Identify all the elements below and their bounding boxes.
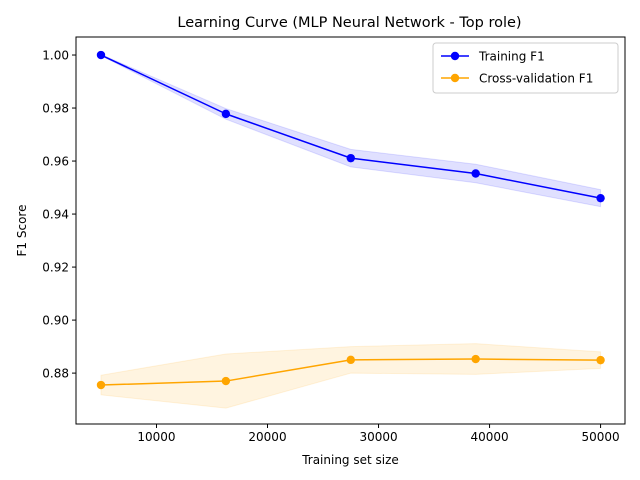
legend-box — [432, 42, 619, 94]
y-tick-label: 0.96 — [42, 154, 69, 168]
y-tick-label: 0.94 — [42, 207, 69, 221]
data-point — [471, 354, 480, 364]
confidence-band-1 — [100, 53, 602, 208]
chart-title: Learning Curve (MLP Neural Network - Top… — [177, 15, 521, 31]
x-tick-label: 50000 — [581, 430, 619, 444]
legend-label-1: Training F1 — [478, 49, 545, 63]
x-tick-label: 20000 — [248, 430, 286, 444]
y-tick-label: 0.90 — [42, 313, 69, 327]
data-point — [596, 355, 605, 365]
legend: Training F1 Cross-validation F1 — [432, 42, 619, 94]
x-tick-label: 30000 — [359, 430, 397, 444]
x-axis-ticks: 10000 20000 30000 40000 50000 — [137, 424, 620, 444]
legend-label-2: Cross-validation F1 — [479, 71, 593, 85]
y-axis-label: F1 Score — [15, 205, 29, 257]
plot-area-frame — [75, 36, 626, 425]
y-tick-label: 0.88 — [42, 366, 69, 380]
data-point — [346, 153, 355, 163]
x-tick-label: 40000 — [470, 430, 508, 444]
legend-marker-1 — [450, 51, 460, 61]
y-tick-label: 0.98 — [42, 101, 69, 115]
data-point — [346, 355, 355, 365]
data-point — [221, 109, 231, 119]
y-tick-label: 0.92 — [42, 260, 69, 274]
y-axis-ticks: 0.88 0.90 0.92 0.94 0.96 0.98 1.00 — [42, 48, 76, 380]
data-point — [596, 193, 605, 203]
data-point — [471, 169, 480, 178]
data-point — [96, 50, 106, 60]
y-tick-label: 1.00 — [42, 48, 69, 62]
data-point — [96, 380, 106, 390]
x-tick-label: 10000 — [137, 430, 175, 444]
x-axis-label: Training set size — [301, 453, 399, 467]
data-point — [221, 376, 231, 386]
legend-marker-2 — [450, 73, 460, 83]
series-points — [96, 50, 605, 390]
